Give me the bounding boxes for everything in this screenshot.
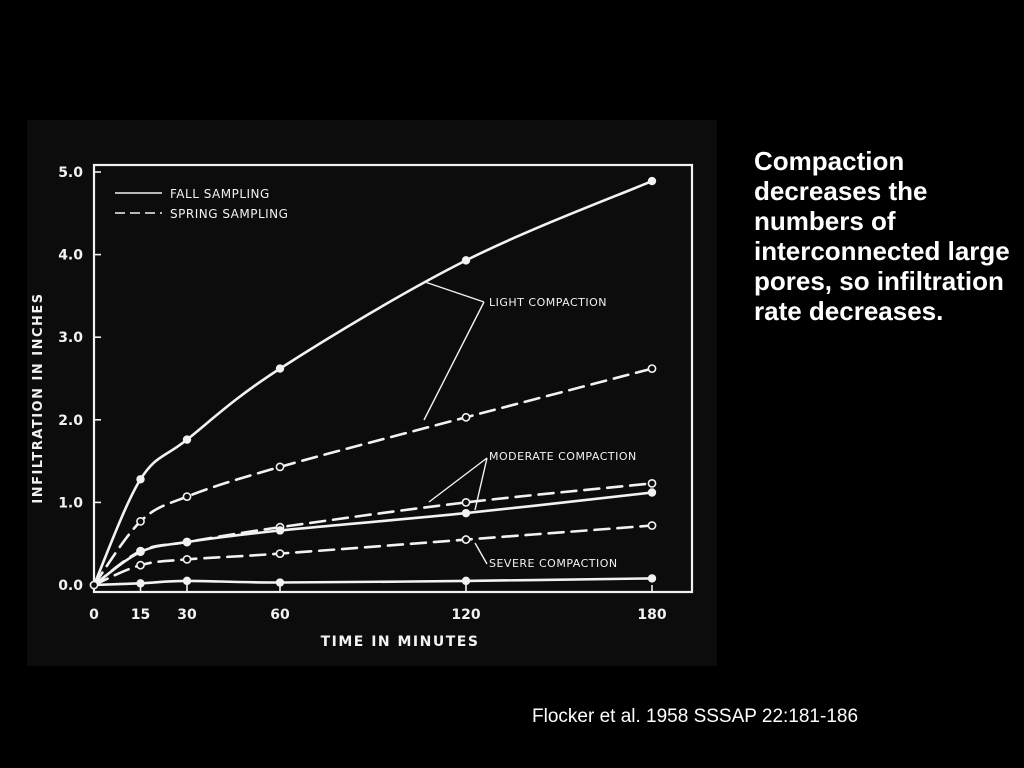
y-tick-label: 3.0	[58, 330, 83, 346]
data-point	[136, 475, 145, 484]
series-line-light-spring	[92, 367, 654, 587]
x-axis-label: TIME IN MINUTES	[321, 634, 480, 650]
x-tick-label: 180	[637, 607, 666, 623]
series-line-severe-spring	[92, 524, 654, 587]
legend: FALL SAMPLING SPRING SAMPLING	[115, 187, 288, 221]
data-point	[461, 535, 471, 544]
data-point	[182, 537, 192, 547]
chart-panel: 0 15 30 60 120 180 0.0 1.0 2.0 3.0 4.0 5.0 FALL SAM…	[27, 120, 717, 666]
citation: Flocker et al. 1958 SSSAP 22:181-186	[532, 706, 859, 727]
series-moderate-fall	[92, 488, 657, 587]
data-point	[461, 256, 471, 265]
legend-label-spring: SPRING SAMPLING	[170, 207, 288, 221]
data-point	[136, 516, 145, 526]
y-tick-label: 5.0	[58, 165, 83, 181]
data-point	[275, 526, 285, 535]
series-line-severe-fall	[92, 577, 654, 587]
series-line-light-fall	[92, 179, 654, 587]
series-light-fall	[92, 176, 657, 587]
series-line-moderate-fall	[92, 491, 654, 587]
data-point	[461, 508, 471, 518]
data-point	[647, 364, 657, 373]
y-tick-label: 2.0	[58, 413, 83, 429]
arrow-severe-to-spring	[474, 542, 488, 565]
y-axis-label: INFILTRATION IN INCHES	[31, 292, 46, 503]
arrow-moderate-to-spring	[428, 457, 488, 503]
data-point	[275, 462, 285, 472]
data-point	[647, 521, 657, 530]
y-tick-label: 1.0	[58, 495, 83, 511]
data-point	[461, 497, 471, 507]
x-tick-label: 120	[451, 607, 480, 623]
data-point	[275, 578, 285, 587]
arrow-light-to-spring	[423, 301, 485, 421]
data-point	[647, 574, 657, 583]
data-point	[647, 479, 657, 488]
slide-body-text: Compaction decreases the numbers of inte…	[754, 146, 1010, 326]
data-point	[647, 488, 657, 497]
annotation-layer: LIGHT COMPACTION MODERATE COMPACTION SEV…	[423, 281, 637, 570]
legend-label-fall: FALL SAMPLING	[170, 187, 270, 201]
series-severe-fall	[92, 574, 657, 588]
data-point	[136, 560, 145, 570]
y-tick-label: 4.0	[58, 248, 83, 264]
data-point	[275, 364, 285, 373]
data-point	[461, 576, 471, 586]
x-tick-label: 15	[131, 607, 150, 623]
data-point	[136, 579, 145, 588]
annotation-moderate-compaction: MODERATE COMPACTION	[489, 450, 637, 463]
infiltration-chart: 0 15 30 60 120 180 0.0 1.0 2.0 3.0 4.0 5.0 FALL SAM…	[31, 163, 694, 650]
annotation-severe-compaction: SEVERE COMPACTION	[489, 557, 618, 570]
arrow-light-to-fall	[424, 281, 485, 303]
series-severe-spring	[92, 521, 657, 587]
data-point	[136, 547, 145, 557]
data-point	[647, 176, 657, 186]
data-point	[461, 412, 471, 422]
data-point	[275, 549, 285, 559]
data-point	[182, 492, 192, 502]
x-tick-label: 0	[89, 607, 99, 623]
annotation-light-compaction: LIGHT COMPACTION	[489, 296, 607, 309]
tick-layer: 0 15 30 60 120 180 0.0 1.0 2.0 3.0 4.0 5.0	[58, 165, 667, 623]
plot-frame	[92, 163, 694, 594]
data-point	[182, 435, 192, 444]
series-layer	[89, 176, 657, 590]
origin-point	[89, 580, 99, 590]
arrow-moderate-to-fall	[474, 457, 488, 511]
series-light-spring	[92, 364, 657, 587]
x-tick-label: 60	[270, 607, 290, 623]
y-tick-label: 0.0	[58, 578, 83, 594]
data-point	[182, 576, 192, 586]
data-point	[182, 554, 192, 564]
x-tick-label: 30	[177, 607, 197, 623]
